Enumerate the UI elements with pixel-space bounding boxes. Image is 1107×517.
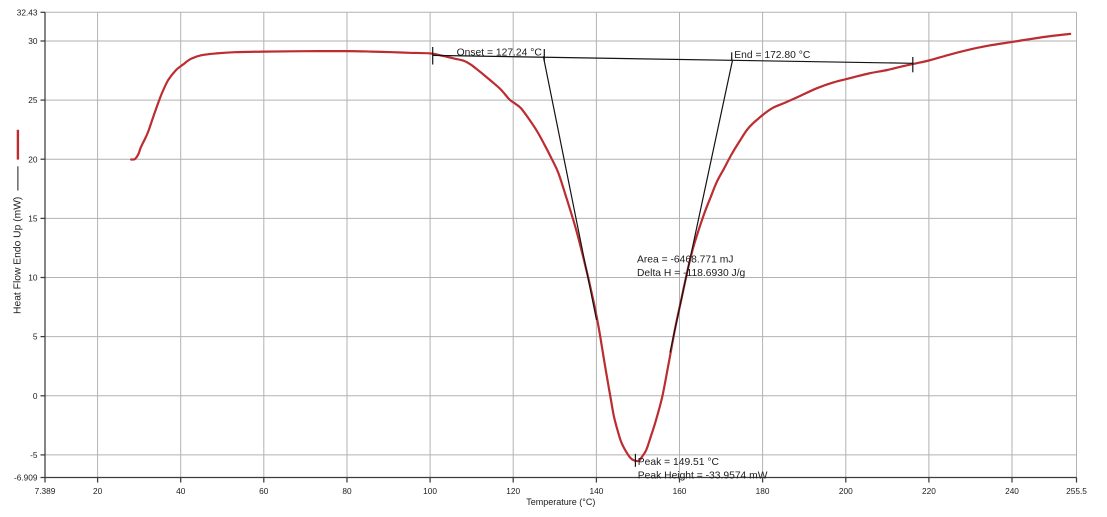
svg-text:30: 30 bbox=[28, 36, 38, 46]
svg-text:80: 80 bbox=[342, 486, 352, 496]
svg-text:40: 40 bbox=[176, 486, 186, 496]
svg-text:20: 20 bbox=[28, 154, 38, 164]
svg-text:220: 220 bbox=[922, 486, 936, 496]
svg-text:255.5: 255.5 bbox=[1066, 486, 1087, 496]
svg-text:200: 200 bbox=[839, 486, 853, 496]
svg-text:10: 10 bbox=[28, 273, 38, 283]
svg-text:Peak = 149.51 °C: Peak = 149.51 °C bbox=[638, 457, 720, 468]
svg-text:15: 15 bbox=[28, 214, 38, 224]
svg-text:5: 5 bbox=[33, 332, 38, 342]
svg-text:240: 240 bbox=[1005, 486, 1019, 496]
svg-text:Area = -6468.771 mJ: Area = -6468.771 mJ bbox=[637, 255, 733, 266]
svg-text:Onset = 127.24 °C: Onset = 127.24 °C bbox=[457, 48, 543, 59]
svg-text:0: 0 bbox=[33, 391, 38, 401]
svg-text:32.43: 32.43 bbox=[17, 7, 38, 17]
svg-text:Delta H = -118.6930 J/g: Delta H = -118.6930 J/g bbox=[637, 268, 746, 279]
svg-text:140: 140 bbox=[589, 486, 603, 496]
svg-text:Heat Flow Endo Up (mW): Heat Flow Endo Up (mW) bbox=[13, 197, 24, 314]
svg-text:100: 100 bbox=[423, 486, 437, 496]
svg-text:End = 172.80 °C: End = 172.80 °C bbox=[734, 50, 811, 61]
svg-text:120: 120 bbox=[506, 486, 520, 496]
svg-text:Temperature (°C): Temperature (°C) bbox=[526, 497, 595, 507]
svg-text:25: 25 bbox=[28, 95, 38, 105]
svg-text:7.389: 7.389 bbox=[35, 486, 56, 496]
svg-text:60: 60 bbox=[259, 486, 269, 496]
svg-text:-5: -5 bbox=[30, 450, 38, 460]
svg-text:180: 180 bbox=[756, 486, 770, 496]
svg-text:160: 160 bbox=[673, 486, 687, 496]
svg-text:20: 20 bbox=[93, 486, 103, 496]
svg-text:-6.909: -6.909 bbox=[14, 473, 38, 483]
svg-text:Peak Height = -33.9574 mW: Peak Height = -33.9574 mW bbox=[638, 470, 768, 481]
